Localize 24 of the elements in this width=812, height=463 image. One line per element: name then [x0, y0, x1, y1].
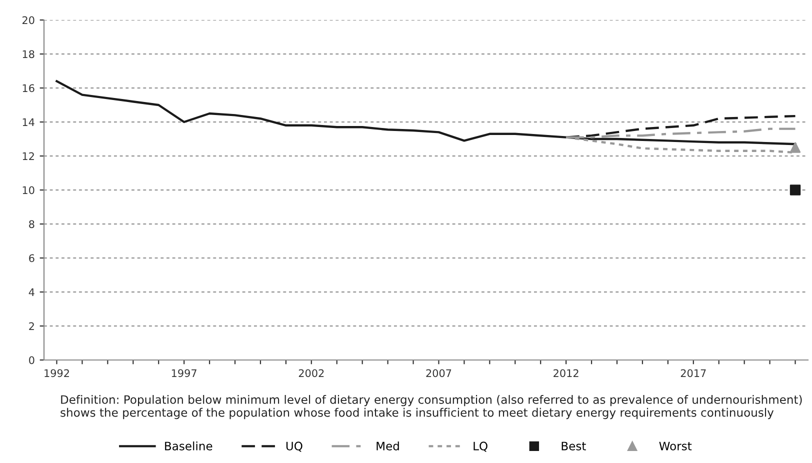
y-tick-label: 16 — [22, 84, 34, 92]
y-tick-label: 20 — [22, 16, 34, 24]
x-tick-label: 1997 — [172, 369, 196, 378]
y-tick-label: 2 — [29, 322, 34, 330]
y-tick-label: 14 — [22, 118, 34, 126]
legend-label: Best — [562, 442, 586, 450]
legend-label: Worst — [659, 442, 692, 450]
y-tick-label: 12 — [22, 152, 34, 160]
y-tick-label: 18 — [22, 50, 34, 58]
y-tick-label: 4 — [28, 288, 34, 296]
x-tick-label: 2012 — [554, 369, 578, 378]
x-tick-label: 1992 — [44, 369, 69, 378]
text: Definition: Population below minimum level of dietary energy consumption (also referred to as prevalence of undernourishment) shows the percentage of the population whose food intake is insufficient to meet dietary energy requirements continuously — [60, 395, 802, 420]
legend-label: Baseline — [165, 441, 212, 450]
y-tick-label: 0 — [29, 356, 34, 364]
y-tick-label: 6 — [29, 254, 34, 262]
legend-label: LQ — [474, 442, 488, 452]
x-tick-label: 2017 — [680, 369, 706, 378]
legend-label: Med — [376, 441, 399, 450]
x-tick-label: 2002 — [298, 369, 324, 378]
y-tick-label: 10 — [22, 186, 34, 194]
x-tick-label: 2007 — [426, 369, 452, 378]
y-tick-label: 8 — [29, 220, 34, 228]
legend-label: UQ — [286, 442, 302, 452]
